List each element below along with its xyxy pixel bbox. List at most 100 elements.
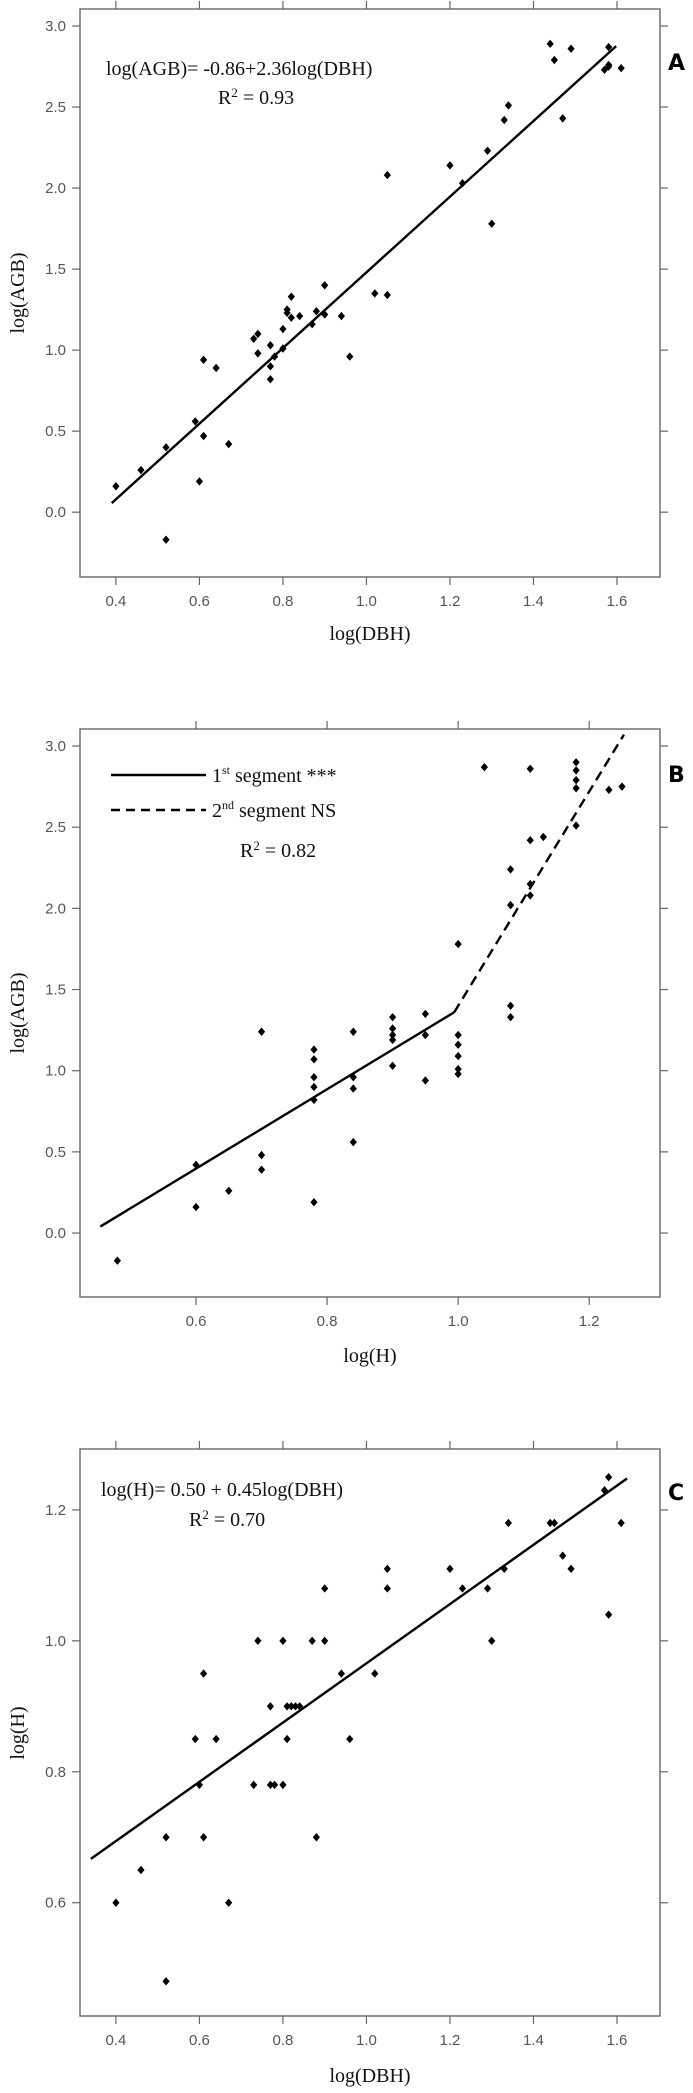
data-point [191,1734,199,1744]
data-point [605,1610,613,1619]
y-tick-label: 3.0 [45,738,66,755]
data-point [454,1040,462,1049]
panel-a: 0.4 0.6 0.8 1.0 1.2 1.4 1.6 0.0 0.5 1.0 1.5 2.0 2.5 3… [7,1,685,645]
y-tick-label: 2.0 [45,900,66,917]
data-point [321,1584,329,1593]
data-point [500,1564,508,1574]
data-point [559,1551,567,1560]
data-point [254,349,262,358]
y-tick-label: 1.0 [45,342,66,359]
data-point [310,1073,318,1082]
data-point [266,341,275,350]
data-point [550,1518,558,1528]
r2-sup: 2 [231,85,238,100]
data-point [349,1137,357,1147]
data-point [162,1977,170,1986]
data-point [572,784,580,793]
data-point [383,290,391,300]
data-point [539,832,547,842]
data-point [506,900,515,910]
data-point [199,1669,208,1678]
data-point [283,1734,291,1744]
x-tick-label: 0.6 [189,2032,210,2049]
data-point [266,1780,275,1790]
data-point [287,1702,295,1711]
y-tick-label: 3.0 [45,18,66,35]
r2-rest: = 0.82 [260,840,316,862]
data-point [349,1073,357,1082]
fit-segment-dashed [453,734,625,1013]
data-point [572,821,580,830]
data-point [454,1030,462,1040]
data-point [257,1027,266,1036]
legend-label-rest: segment *** [230,765,337,787]
data-point [112,1898,120,1907]
data-point [308,319,316,329]
data-point [310,1055,318,1064]
data-point [617,1518,625,1528]
legend-label-base: 2 [212,800,222,822]
regression-equation: log(AGB)= -0.86+2.36log(DBH) [106,58,372,80]
panel-c: 0.4 0.6 0.8 1.0 1.2 1.4 1.6 0.6 0.8 1.0 1.2 log(DBH… [7,1441,684,2087]
data-point [526,891,534,900]
y-tick-label: 0.0 [45,504,66,521]
data-point [526,879,534,889]
y-tick-label: 0.5 [45,423,66,440]
data-point [488,219,496,228]
panel-letter: B [668,763,685,788]
data-point [480,762,488,772]
data-point [446,1564,454,1574]
data-point [389,1030,397,1040]
data-point [321,1636,329,1646]
x-tick-label: 0.6 [189,593,210,610]
data-point [500,115,508,125]
data-point [605,1472,613,1482]
data-point [257,1165,266,1174]
x-axis-title: log(H) [343,1345,396,1367]
data-point [212,1734,220,1744]
data-point [371,289,379,298]
data-point [383,170,391,180]
data-point [279,324,287,334]
legend-label-sup: st [222,763,231,777]
data-point [195,1780,204,1790]
legend-label: 2nd segment NS [212,798,336,822]
data-point [526,835,534,845]
r2-sup: 2 [253,838,260,853]
data-point [266,362,275,371]
data-point [162,443,170,452]
data-point [266,375,275,384]
data-point [225,439,233,449]
data-point [162,535,170,544]
data-point [567,1564,575,1574]
data-point [199,355,208,365]
legend: 1st segment *** 2nd segment NS [111,763,337,822]
data-point [454,1064,462,1074]
data-point [279,1636,287,1646]
y-tick-label: 2.5 [45,99,66,116]
r2-base: R [240,840,254,862]
data-point [296,311,304,321]
data-point [572,766,580,775]
r2-rest: = 0.70 [209,1509,265,1531]
data-point [195,477,204,486]
y-axis-title: log(AGB) [7,972,29,1053]
data-point [454,939,462,949]
y-tick-label: 0.5 [45,1144,66,1161]
data-point [506,1012,515,1022]
data-point [225,1186,233,1196]
data-point [192,1202,200,1212]
x-tick-label: 1.6 [607,593,628,610]
data-point [296,1702,304,1711]
data-point [446,161,454,170]
x-tick-label: 1.4 [523,2032,544,2049]
data-point [454,1051,462,1061]
y-tick-label: 1.5 [45,982,66,999]
fit-line [99,1011,455,1228]
data-point [337,1669,345,1678]
data-point [337,311,345,321]
x-tick-label: 0.8 [273,593,294,610]
data-point [113,1256,121,1265]
data-point [389,1024,397,1033]
